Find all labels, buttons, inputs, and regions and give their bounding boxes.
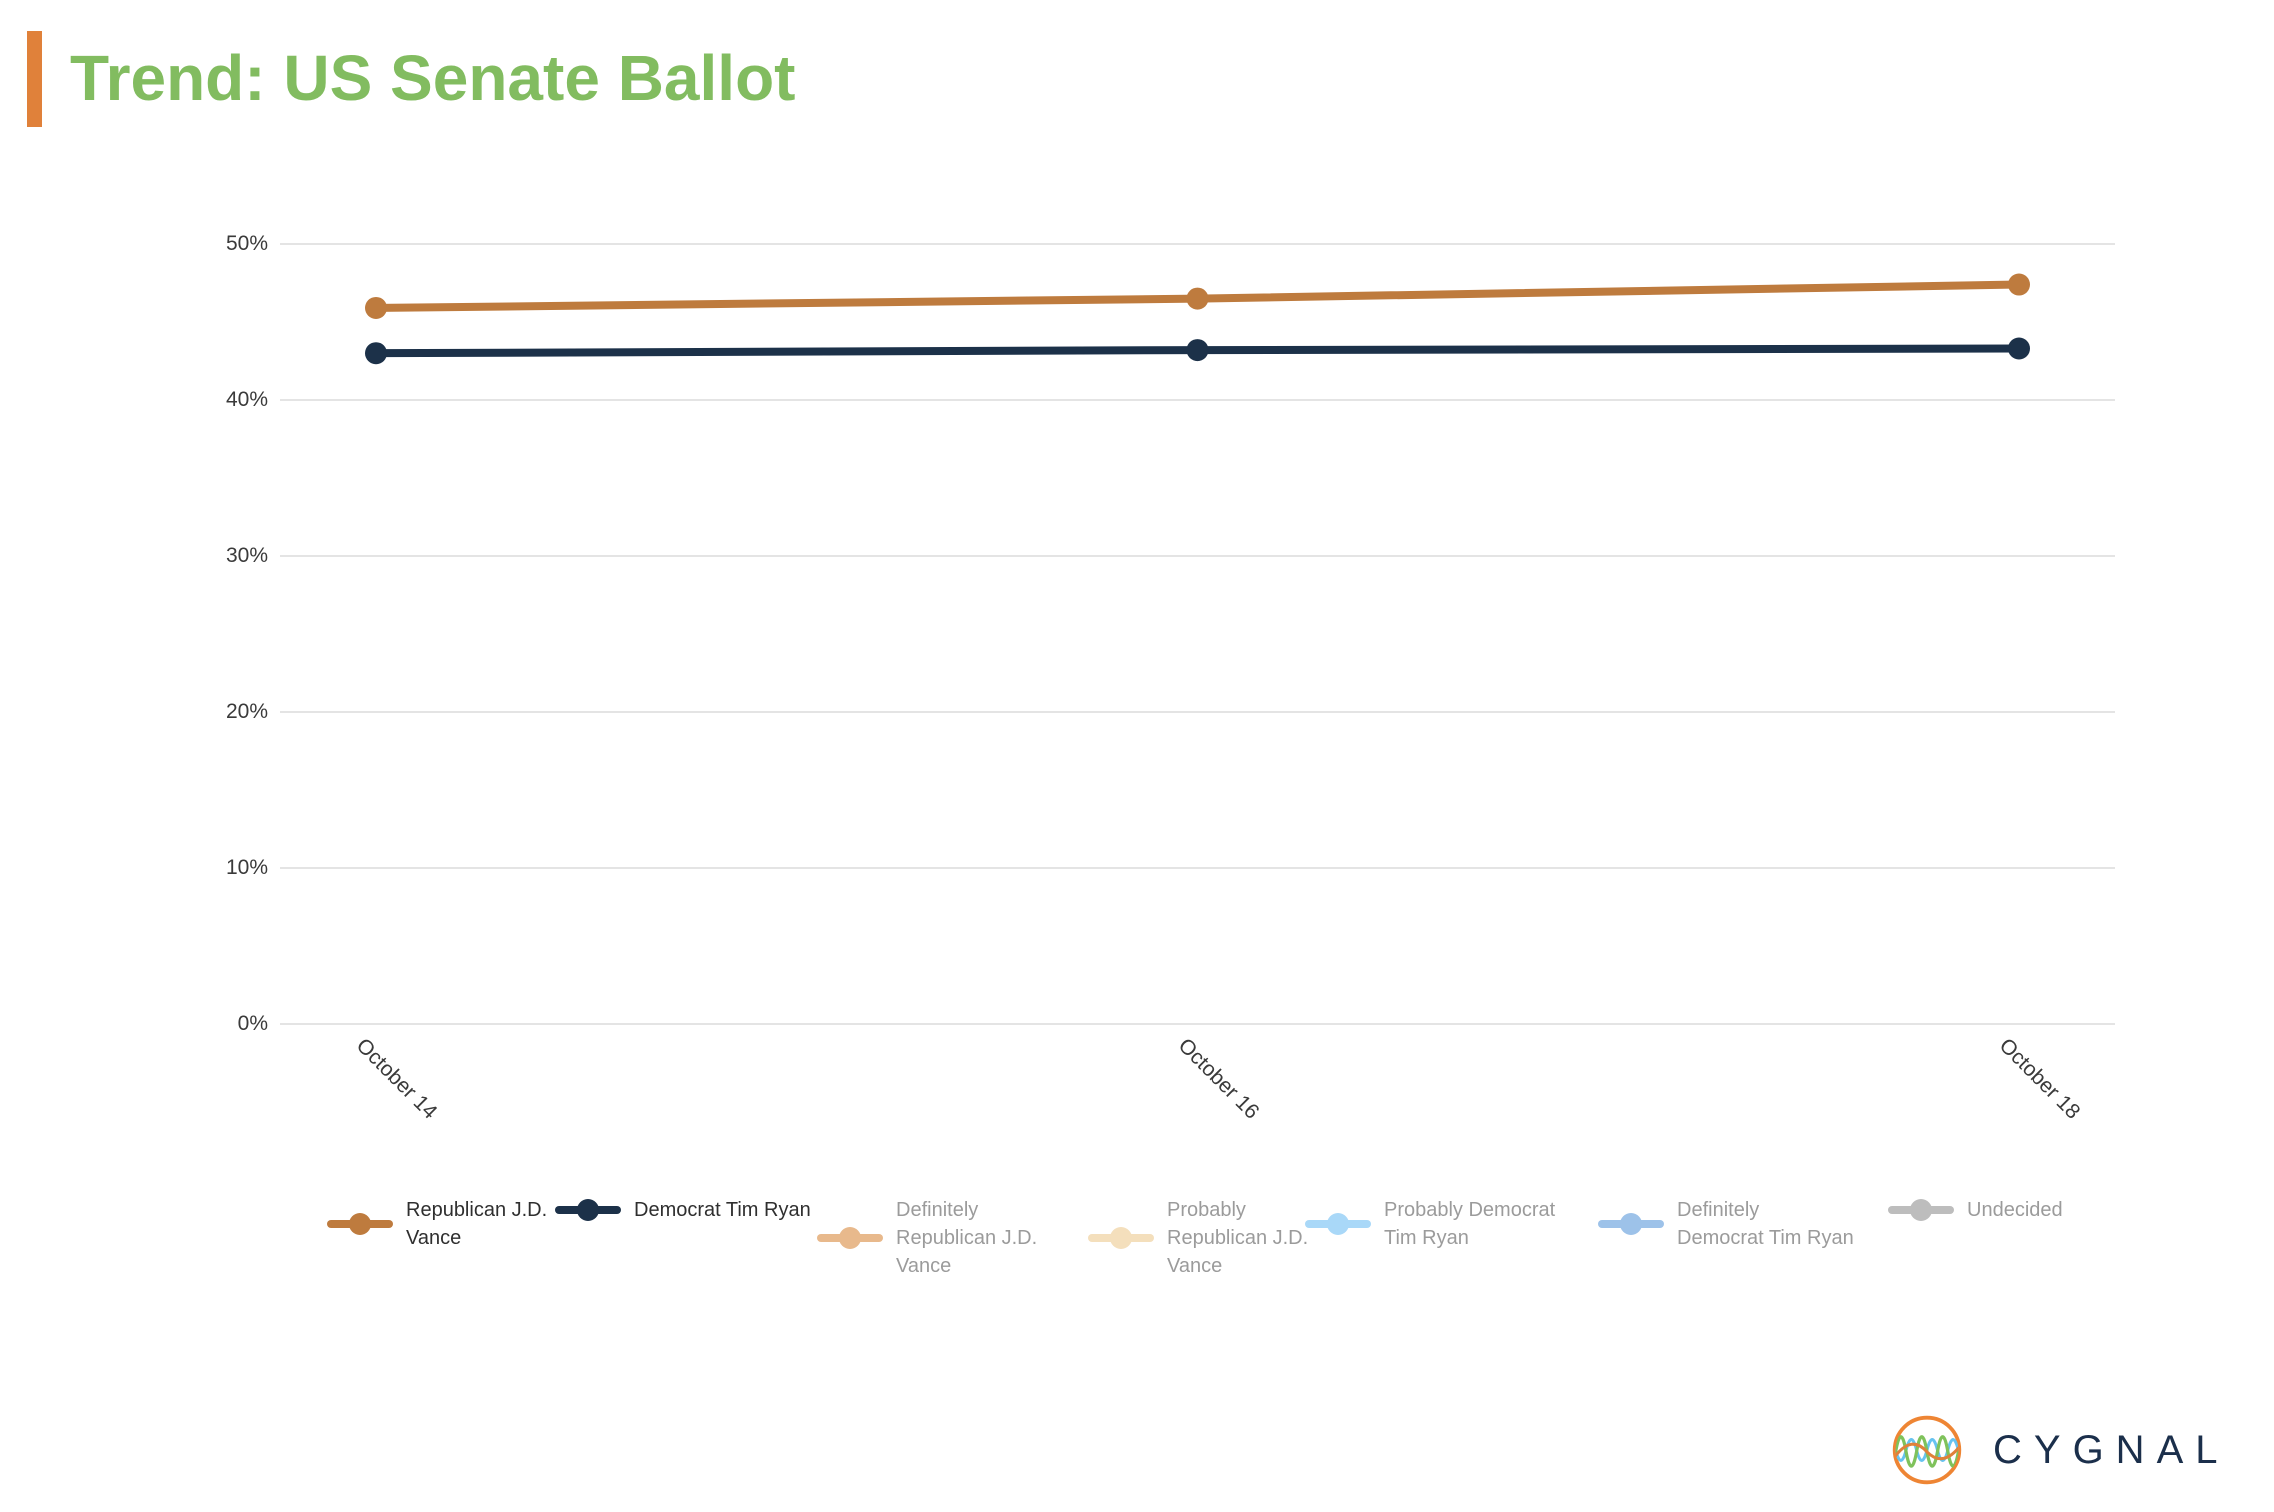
legend-item-probably-republican-j-d-vance[interactable]: Probably Republican J.D. Vance xyxy=(1088,1196,1308,1280)
legend-item-republican-j-d-vance[interactable]: Republican J.D. Vance xyxy=(327,1196,547,1252)
legend-label-line: Definitely xyxy=(896,1199,979,1221)
legend-label-line: Undecided xyxy=(1967,1199,2063,1221)
legend-label-line: Probably Democrat xyxy=(1384,1199,1556,1221)
legend-item-definitely-republican-j-d-vance[interactable]: Definitely Republican J.D. Vance xyxy=(817,1196,1037,1280)
title-accent-bar xyxy=(27,31,42,127)
legend-label-line: Republican J.D. xyxy=(1167,1227,1309,1249)
legend-label-line: Republican J.D. xyxy=(406,1199,548,1221)
legend-label-line: Republican J.D. xyxy=(896,1227,1038,1249)
legend-label: Undecided xyxy=(1967,1196,2063,1224)
legend-label-line: Democrat Tim Ryan xyxy=(1677,1227,1854,1249)
legend-label-line: Definitely xyxy=(1677,1199,1760,1221)
legend-label: Definitely Democrat Tim Ryan xyxy=(1677,1196,1854,1252)
legend-marker-dot-icon xyxy=(1910,1199,1932,1221)
legend-marker-dot-icon xyxy=(1110,1227,1132,1249)
legend-marker-dot-icon xyxy=(1327,1213,1349,1235)
data-point-democrat-tim-ryan-october-18[interactable] xyxy=(2008,337,2030,360)
legend-marker-icon xyxy=(1888,1199,1954,1221)
legend-marker-icon xyxy=(1088,1227,1154,1249)
legend-marker-icon xyxy=(555,1199,621,1221)
legend-label: Definitely Republican J.D. Vance xyxy=(896,1196,1037,1280)
y-tick-label-30: 30% xyxy=(225,544,268,567)
data-point-republican-j-d-vance-october-14[interactable] xyxy=(365,296,387,319)
y-tick-label-10: 10% xyxy=(225,856,268,879)
legend-marker-dot-icon xyxy=(349,1213,371,1235)
legend-marker-icon xyxy=(817,1227,883,1249)
cygnal-logo: CYGNAL xyxy=(1889,1412,2230,1488)
legend-label-line: Vance xyxy=(406,1227,462,1249)
legend-marker-dot-icon xyxy=(1620,1213,1642,1235)
legend-item-probably-democrat-tim-ryan[interactable]: Probably Democrat Tim Ryan xyxy=(1305,1196,1555,1252)
data-point-democrat-tim-ryan-october-16[interactable] xyxy=(1186,339,1209,362)
legend-label: Probably Republican J.D. Vance xyxy=(1167,1196,1308,1280)
y-tick-label-20: 20% xyxy=(225,700,268,723)
data-point-republican-j-d-vance-october-18[interactable] xyxy=(2008,273,2030,296)
y-tick-label-40: 40% xyxy=(225,388,268,411)
legend-item-definitely-democrat-tim-ryan[interactable]: Definitely Democrat Tim Ryan xyxy=(1598,1196,1854,1252)
cygnal-logo-text: CYGNAL xyxy=(1993,1427,2230,1472)
legend-label-line: Vance xyxy=(896,1255,952,1277)
legend-marker-dot-icon xyxy=(839,1227,861,1249)
legend-marker-icon xyxy=(327,1213,393,1235)
page-title: Trend: US Senate Ballot xyxy=(70,42,796,114)
cygnal-logo-waves-icon xyxy=(1892,1415,1962,1485)
legend-item-democrat-tim-ryan[interactable]: Democrat Tim Ryan xyxy=(555,1196,811,1224)
y-tick-label-50: 50% xyxy=(225,232,268,255)
legend-label-line: Democrat Tim Ryan xyxy=(634,1199,811,1221)
legend-label: Democrat Tim Ryan xyxy=(634,1196,811,1224)
y-tick-label-0: 0% xyxy=(237,1012,268,1035)
legend-label-line: Tim Ryan xyxy=(1384,1227,1469,1249)
data-point-democrat-tim-ryan-october-14[interactable] xyxy=(365,342,387,365)
legend-label: Republican J.D. Vance xyxy=(406,1196,547,1252)
legend-label-line: Probably xyxy=(1167,1199,1246,1221)
data-point-republican-j-d-vance-october-16[interactable] xyxy=(1186,287,1209,310)
legend-item-undecided[interactable]: Undecided xyxy=(1888,1196,2063,1224)
legend-marker-icon xyxy=(1598,1213,1664,1235)
legend-marker-icon xyxy=(1305,1213,1371,1235)
legend-marker-dot-icon xyxy=(577,1199,599,1221)
legend-label: Probably Democrat Tim Ryan xyxy=(1384,1196,1555,1252)
legend-label-line: Vance xyxy=(1167,1255,1223,1277)
